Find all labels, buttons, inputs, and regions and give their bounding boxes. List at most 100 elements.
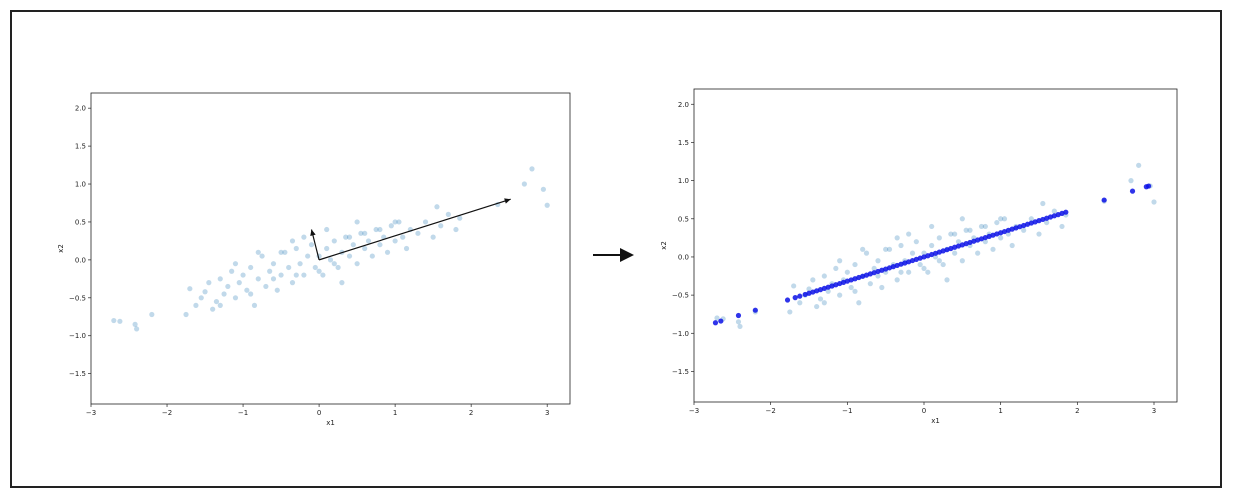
data-point	[1151, 199, 1157, 205]
data-point	[852, 288, 858, 294]
data-point	[297, 261, 303, 267]
data-point	[1036, 231, 1042, 237]
data-point	[1001, 216, 1008, 222]
projected-point	[797, 293, 803, 299]
data-point	[998, 216, 1004, 222]
data-point	[149, 311, 155, 318]
data-point	[1005, 231, 1011, 237]
data-point	[529, 166, 535, 172]
data-point	[400, 234, 406, 240]
data-point	[331, 238, 337, 244]
data-point	[821, 300, 827, 306]
data-point	[248, 264, 254, 271]
x-tick-label: −3	[689, 407, 699, 415]
data-point	[331, 261, 337, 267]
data-point	[346, 253, 353, 259]
data-point	[906, 269, 912, 275]
y-tick-label: 1.5	[75, 143, 86, 151]
data-point	[921, 265, 927, 272]
data-point	[817, 296, 824, 302]
y-tick-label: 1.0	[678, 177, 689, 185]
data-point	[998, 235, 1004, 241]
data-point	[714, 315, 720, 321]
x-axis-label: x1	[931, 417, 940, 425]
projected-point	[712, 320, 719, 326]
data-point	[875, 258, 881, 264]
data-point	[867, 281, 873, 287]
data-point	[358, 230, 364, 236]
projected-point	[1129, 188, 1136, 194]
data-point	[267, 268, 273, 274]
data-point	[213, 298, 220, 305]
data-point	[852, 261, 858, 268]
data-point	[183, 311, 189, 318]
data-point	[963, 227, 969, 233]
data-point	[286, 264, 292, 271]
data-point	[117, 318, 123, 324]
data-point	[430, 234, 436, 240]
data-point	[925, 269, 931, 275]
data-point	[898, 242, 904, 249]
data-point	[339, 280, 345, 286]
data-point	[521, 181, 527, 187]
data-point	[952, 231, 958, 237]
data-point	[1044, 219, 1050, 226]
data-point	[289, 238, 296, 244]
data-point	[797, 300, 803, 306]
y-tick-label: 2.0	[678, 101, 689, 109]
y-tick-label: 1.0	[75, 181, 86, 189]
data-point	[975, 250, 981, 256]
data-point	[856, 300, 862, 306]
data-point	[978, 223, 985, 230]
data-point	[1051, 208, 1057, 214]
data-point	[906, 231, 912, 237]
data-point	[210, 306, 216, 312]
data-point	[316, 268, 322, 274]
data-point	[134, 326, 140, 332]
data-point	[1059, 223, 1065, 230]
arrowhead	[504, 198, 511, 204]
data-point	[737, 323, 743, 330]
data-point	[305, 253, 311, 259]
data-point	[434, 204, 440, 210]
y-tick-label: −1.0	[69, 332, 86, 340]
y-axis-label: x2	[57, 244, 65, 253]
data-point	[225, 283, 231, 290]
data-point	[396, 219, 402, 225]
y-tick-label: −0.5	[69, 294, 86, 302]
data-point	[898, 269, 904, 275]
data-point	[936, 258, 942, 264]
data-point	[255, 249, 261, 255]
data-point	[955, 239, 962, 245]
projected-point	[1063, 209, 1069, 215]
projected-point	[735, 312, 742, 319]
data-point	[1028, 216, 1034, 222]
data-point	[445, 211, 451, 217]
data-point	[206, 280, 212, 286]
data-point	[354, 219, 360, 225]
data-point	[365, 238, 372, 244]
projected-point	[752, 307, 758, 313]
x-tick-label: 1	[998, 407, 1002, 415]
plot-area	[693, 88, 1178, 403]
data-point	[193, 302, 199, 308]
data-point	[415, 230, 421, 236]
data-point	[384, 249, 391, 255]
data-point	[217, 302, 223, 308]
data-point	[251, 302, 258, 308]
data-point	[244, 287, 250, 293]
data-point	[362, 230, 368, 236]
projected-point	[718, 318, 724, 324]
data-point	[354, 261, 360, 267]
x-tick-label: −2	[162, 409, 172, 417]
data-point	[278, 249, 284, 255]
data-point	[940, 261, 946, 268]
data-point	[438, 223, 444, 229]
y-tick-label: 0.5	[75, 218, 86, 226]
data-point	[327, 257, 334, 263]
data-point	[1136, 162, 1142, 168]
data-point	[263, 283, 269, 290]
data-point	[403, 245, 410, 252]
plot-area	[90, 92, 571, 405]
